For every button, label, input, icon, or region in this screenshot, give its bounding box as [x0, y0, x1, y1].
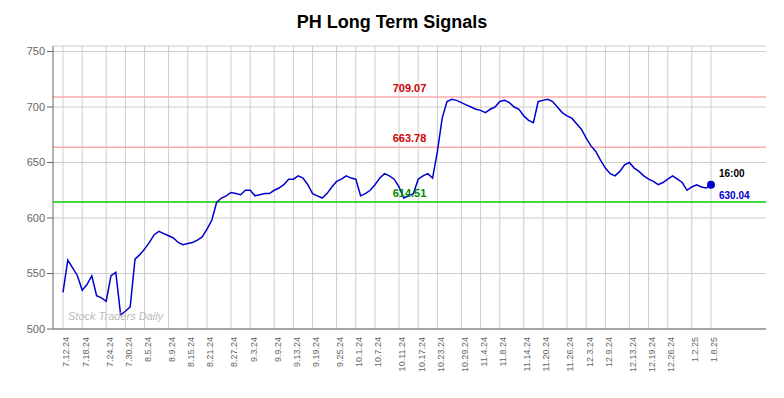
svg-text:7.12.24: 7.12.24	[61, 337, 71, 367]
svg-text:9.19.24: 9.19.24	[311, 337, 321, 367]
html-text:PH Long Term Signals: PH Long Term Signals	[296, 12, 488, 32]
svg-text:11.26.24: 11.26.24	[565, 337, 575, 371]
svg-text:12.26.24: 12.26.24	[666, 337, 676, 372]
svg-text:8.27.24: 8.27.24	[229, 337, 239, 367]
svg-text:500: 500	[27, 323, 45, 335]
svg-text:9.25.24: 9.25.24	[335, 337, 345, 367]
svg-text:550: 550	[27, 267, 45, 279]
svg-text:10.17.24: 10.17.24	[417, 337, 427, 372]
svg-text:10.29.24: 10.29.24	[460, 337, 470, 372]
svg-text:9.9.24: 9.9.24	[273, 337, 283, 362]
svg-text:11.8.24: 11.8.24	[498, 337, 508, 366]
svg-text:16:00: 16:00	[719, 168, 745, 179]
svg-text:7.18.24: 7.18.24	[81, 337, 91, 367]
svg-text:8.9.24: 8.9.24	[167, 337, 177, 362]
svg-text:600: 600	[27, 212, 45, 224]
html-text:Stock Traders Daily: Stock Traders Daily	[68, 310, 164, 322]
svg-text:8.15.24: 8.15.24	[186, 337, 196, 367]
svg-text:7.30.24: 7.30.24	[124, 337, 134, 367]
svg-text:11.20.24: 11.20.24	[541, 337, 551, 371]
svg-text:12.9.24: 12.9.24	[604, 337, 614, 367]
svg-text:9.13.24: 9.13.24	[292, 337, 302, 367]
svg-text:8.5.24: 8.5.24	[143, 337, 153, 362]
svg-text:12.13.24: 12.13.24	[628, 337, 638, 372]
svg-text:700: 700	[27, 101, 45, 113]
svg-text:709.07: 709.07	[393, 82, 427, 94]
svg-text:650: 650	[27, 156, 45, 168]
svg-text:7.24.24: 7.24.24	[105, 337, 115, 367]
svg-text:9.3.24: 9.3.24	[249, 337, 259, 362]
svg-text:11.14.24: 11.14.24	[522, 337, 532, 371]
svg-text:614.51: 614.51	[393, 187, 427, 199]
svg-text:663.78: 663.78	[393, 132, 427, 144]
svg-text:8.21.24: 8.21.24	[205, 337, 215, 367]
svg-text:10.1.24: 10.1.24	[354, 337, 364, 367]
svg-text:1.2.25: 1.2.25	[690, 337, 700, 362]
svg-text:12.3.24: 12.3.24	[585, 337, 595, 367]
svg-text:630.04: 630.04	[719, 190, 750, 201]
svg-text:10.11.24: 10.11.24	[397, 337, 407, 371]
svg-text:1.8.25: 1.8.25	[709, 337, 719, 362]
svg-text:11.4.24: 11.4.24	[479, 337, 489, 366]
svg-text:10.23.24: 10.23.24	[436, 337, 446, 372]
svg-text:10.7.24: 10.7.24	[373, 337, 383, 367]
svg-text:750: 750	[27, 45, 45, 57]
svg-text:12.19.24: 12.19.24	[647, 337, 657, 372]
